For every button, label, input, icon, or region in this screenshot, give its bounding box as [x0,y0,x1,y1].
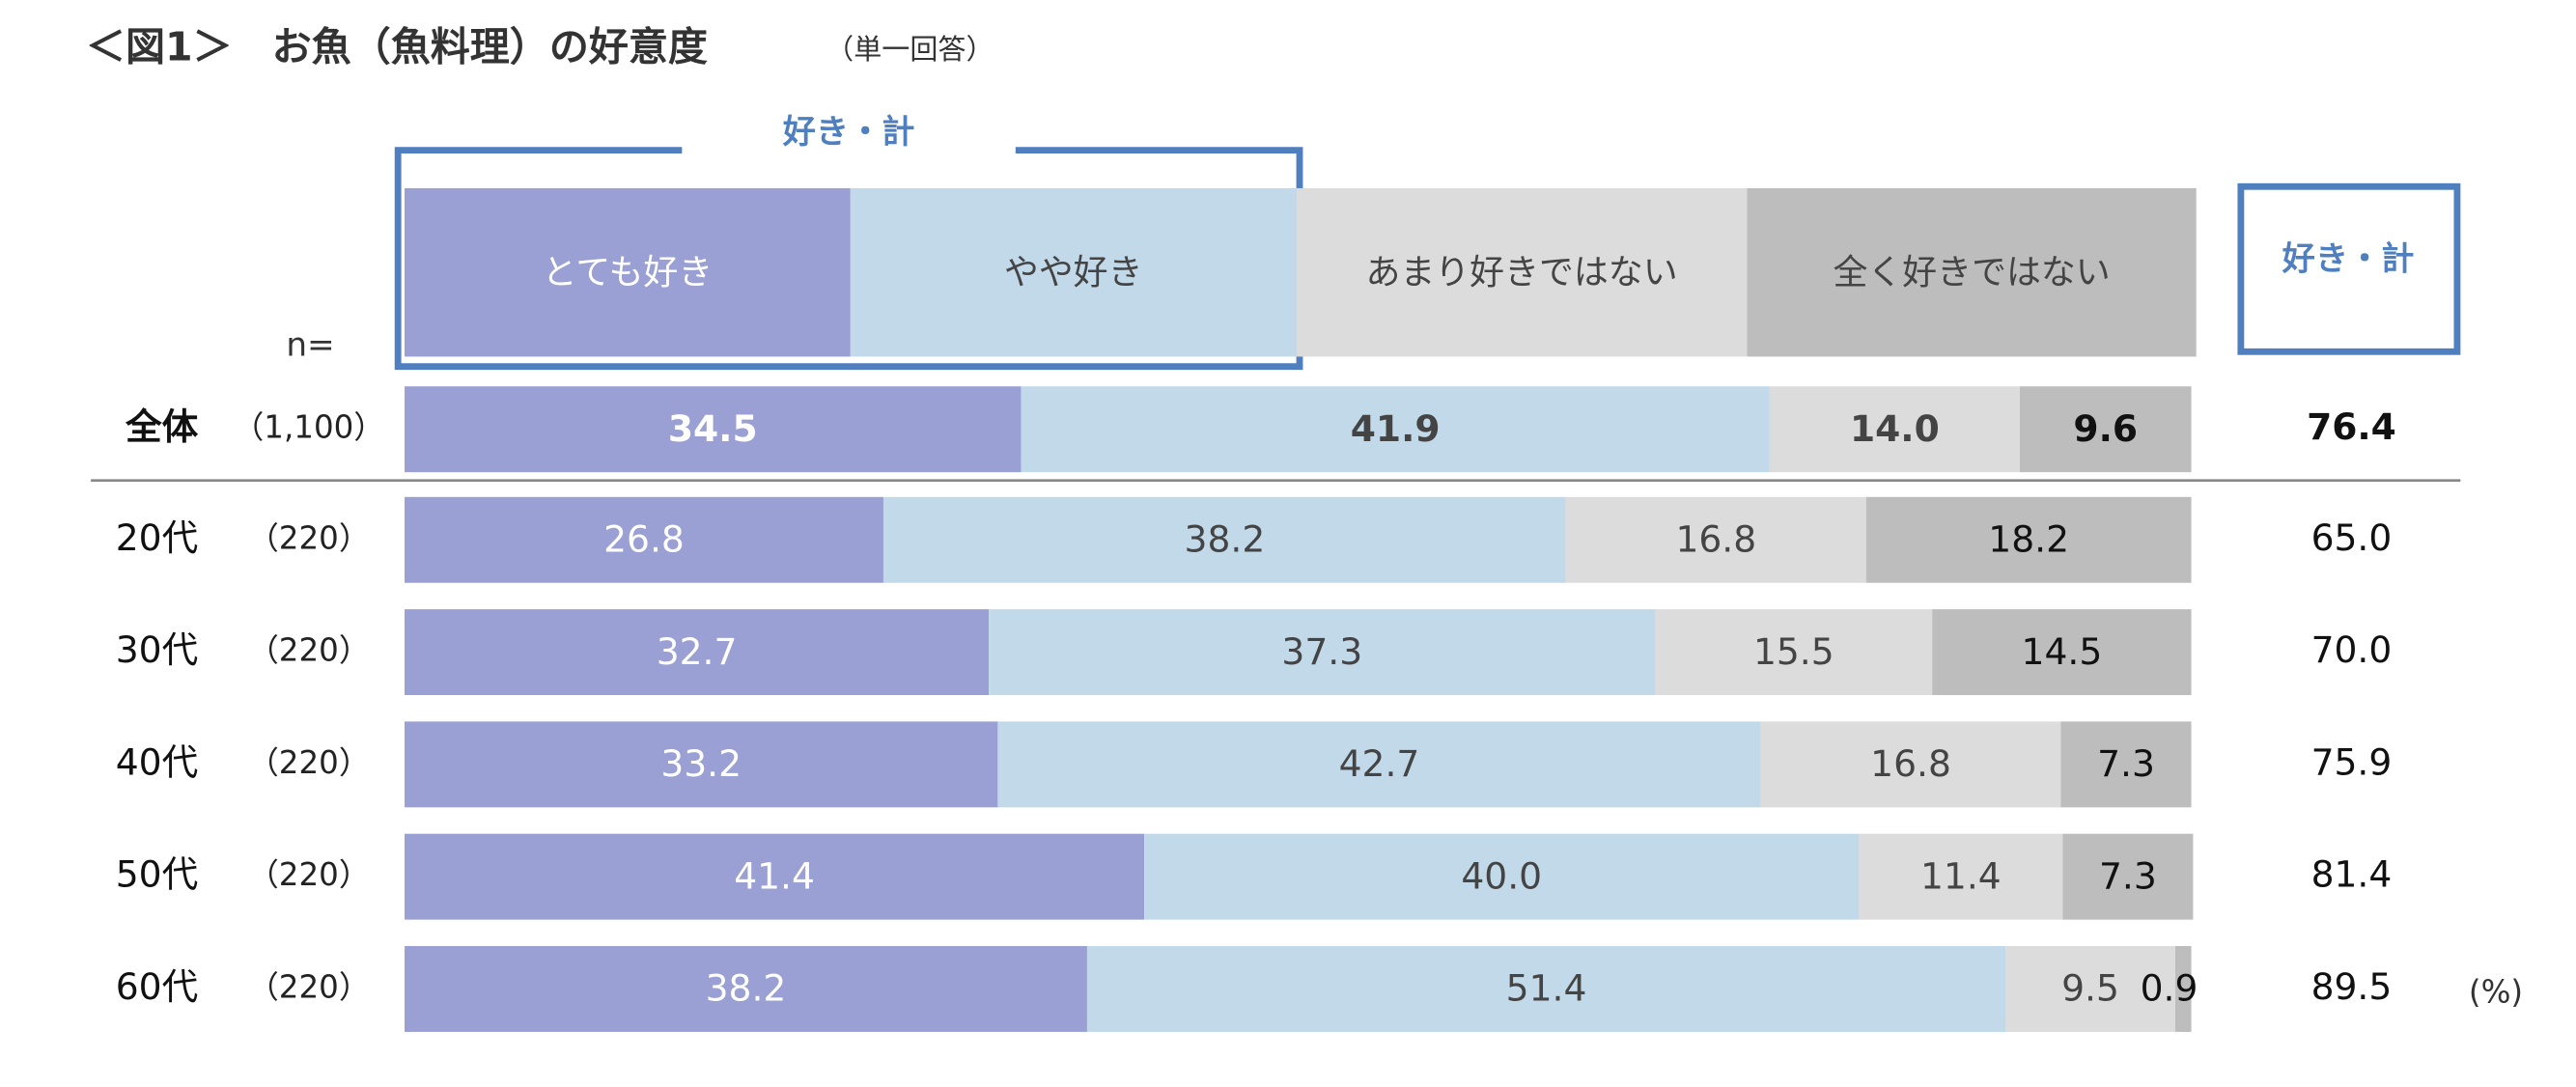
value-label: 51.4 [1506,967,1587,1010]
chart-body: ＜図1＞ お魚（魚料理）の好意度 （単一回答） 好き・計 好き・計 n= (%)… [86,23,2523,1032]
value-label: 16.8 [1675,517,1756,560]
bar-segment [405,946,1087,1032]
total-box [2237,182,2461,355]
total-value: 81.4 [2311,853,2393,896]
bar-segment [1655,609,1933,696]
value-label: 14.5 [2022,630,2103,673]
bar-segment [997,721,1761,808]
legend-label: 全く好きではない [1833,253,2110,293]
bar-segment [1565,496,1866,583]
bar-segment [405,609,990,696]
bar-segment [2062,833,2194,920]
legend-label: あまり好きではない [1365,253,1677,293]
n-value: （220） [247,632,370,669]
value-label: 37.3 [1281,630,1362,673]
total-header: 好き・計 [2282,240,2415,279]
unit-label: (%) [2469,974,2523,1011]
bar-segment [989,609,1656,696]
value-label: 18.2 [1988,517,2069,560]
value-label: 26.8 [603,517,685,560]
n-value: （220） [247,744,370,781]
total-value: 76.4 [2307,405,2396,448]
bar-segment [1086,946,2006,1032]
value-label: 9.6 [2073,407,2138,450]
total-value: 75.9 [2311,740,2393,783]
bar-segment [1021,386,1770,473]
n-label: n= [286,326,334,365]
value-label: 40.0 [1461,854,1542,897]
bar-segment [1144,833,1860,920]
legend-swatch [850,187,1297,357]
total-value: 70.0 [2311,628,2393,671]
value-label: 14.0 [1850,407,1940,450]
n-value: （220） [247,519,370,556]
row-label: 60代 [116,965,198,1008]
legend-label: やや好き [1004,253,1143,293]
bracket [394,147,1303,371]
total-value: 65.0 [2311,516,2393,559]
value-label: 33.2 [660,742,742,785]
total-value: 89.5 [2311,965,2393,1008]
bar-segment [2060,721,2192,808]
bar-segment [405,721,998,808]
value-label: 41.9 [1351,407,1441,450]
n-value: （220） [247,856,370,893]
bar-segment [1760,721,2061,808]
row-label: 全体 [125,405,199,448]
bar-segment [2005,946,2175,1032]
bar-segment [2174,946,2192,1032]
value-label: 32.7 [657,630,738,673]
bar-segment [405,386,1022,473]
n-value: （220） [247,968,370,1005]
value-label: 7.3 [2099,854,2157,897]
bar-segment [1859,833,2063,920]
bar-segment [405,833,1145,920]
chart-subtitle: （単一回答） [826,33,994,66]
value-label: 0.9 [2141,967,2198,1010]
value-label: 38.2 [706,967,787,1010]
legend-swatch [405,187,851,357]
bar-segment [1769,386,2020,473]
legend-swatch [1747,187,2197,357]
row-label: 50代 [116,853,198,896]
value-label: 42.7 [1339,742,1420,785]
value-label: 16.8 [1870,742,1951,785]
bar-segment [1865,496,2192,583]
row-label: 20代 [116,516,198,559]
row-label: 30代 [116,628,198,671]
value-label: 41.4 [734,854,815,897]
value-label: 34.5 [668,407,758,450]
bar-segment [405,496,883,583]
bracket-label: 好き・計 [782,113,915,152]
value-label: 11.4 [1920,854,2002,897]
legend-label: とても好き [543,253,714,293]
n-value: （1,100） [233,409,385,446]
value-label: 38.2 [1185,517,1266,560]
legend-swatch [1296,187,1748,357]
bar-segment [1932,609,2192,696]
row-label: 40代 [116,740,198,783]
value-label: 7.3 [2097,742,2155,785]
bar-segment [2019,386,2192,473]
chart-title: ＜図1＞ お魚（魚料理）の好意度 [86,23,708,70]
value-label: 9.5 [2061,967,2119,1010]
value-label: 15.5 [1753,630,1834,673]
bar-segment [882,496,1566,583]
